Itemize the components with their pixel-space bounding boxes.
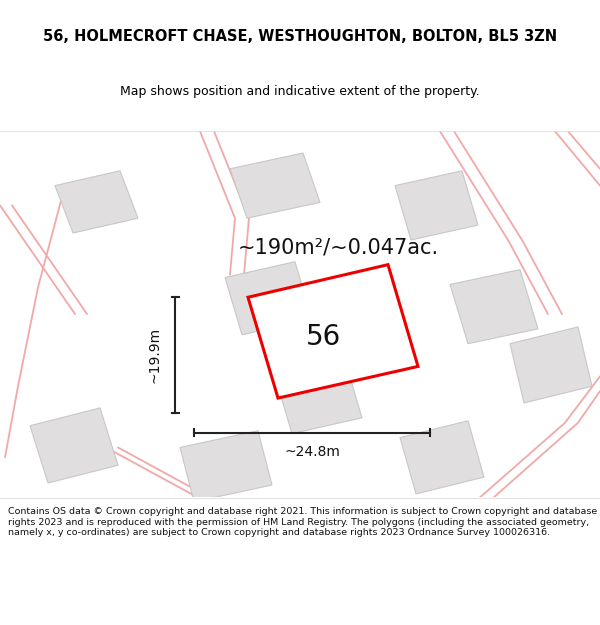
Polygon shape	[450, 269, 538, 344]
Text: Map shows position and indicative extent of the property.: Map shows position and indicative extent…	[120, 86, 480, 98]
Text: Contains OS data © Crown copyright and database right 2021. This information is : Contains OS data © Crown copyright and d…	[8, 507, 597, 537]
Polygon shape	[395, 171, 478, 240]
Text: 56, HOLMECROFT CHASE, WESTHOUGHTON, BOLTON, BL5 3ZN: 56, HOLMECROFT CHASE, WESTHOUGHTON, BOLT…	[43, 29, 557, 44]
Polygon shape	[275, 361, 362, 434]
Text: ~24.8m: ~24.8m	[284, 446, 340, 459]
Polygon shape	[225, 262, 312, 335]
Polygon shape	[55, 171, 138, 233]
Polygon shape	[510, 327, 592, 403]
Polygon shape	[400, 421, 484, 494]
Polygon shape	[180, 431, 272, 502]
Text: 56: 56	[305, 322, 341, 351]
Text: ~190m²/~0.047ac.: ~190m²/~0.047ac.	[238, 238, 439, 258]
Text: ~19.9m: ~19.9m	[148, 327, 162, 383]
Polygon shape	[230, 153, 320, 218]
Polygon shape	[248, 264, 418, 398]
Polygon shape	[30, 408, 118, 483]
